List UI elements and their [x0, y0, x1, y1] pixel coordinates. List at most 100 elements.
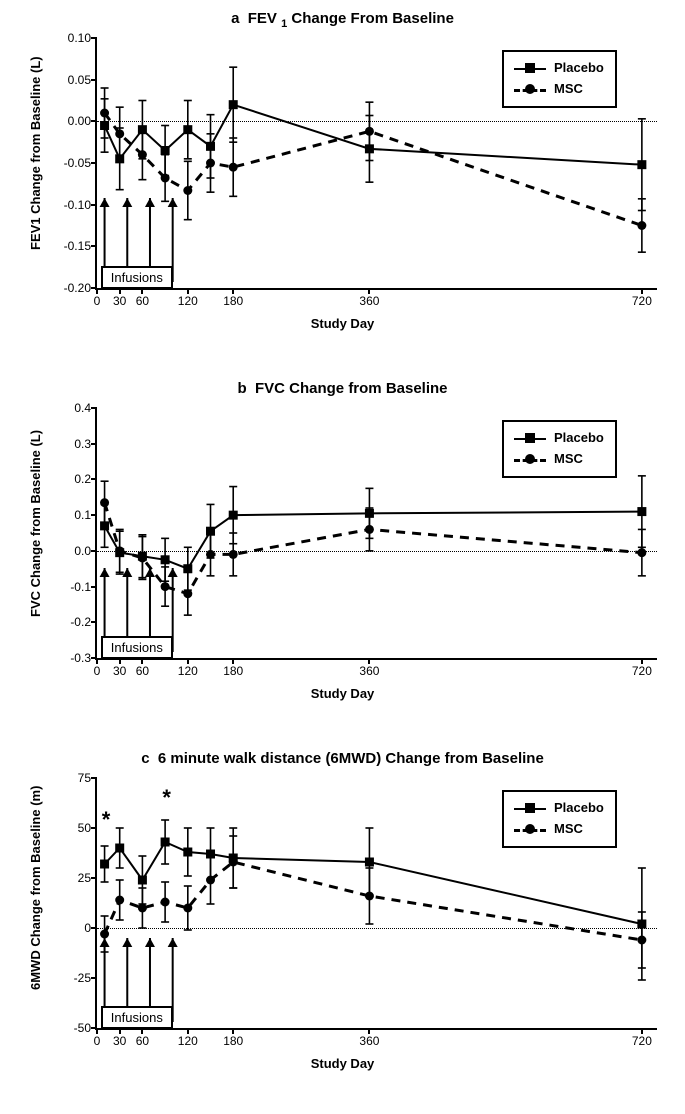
- panel-title: b FVC Change from Baseline: [0, 380, 685, 397]
- marker-circle: [161, 898, 170, 907]
- y-axis-label: 6MWD Change from Baseline (m): [28, 786, 43, 990]
- xtick-label: 30: [113, 288, 126, 308]
- infusion-arrowhead: [100, 568, 110, 577]
- xtick-label: 30: [113, 1028, 126, 1048]
- y-axis-label: FVC Change from Baseline (L): [28, 430, 43, 617]
- significance-star: *: [102, 807, 111, 833]
- marker-circle: [183, 186, 192, 195]
- y-axis-label: FEV1 Change from Baseline (L): [28, 56, 43, 250]
- infusion-arrowhead: [145, 938, 155, 947]
- ytick-label: 0.10: [68, 31, 97, 45]
- marker-circle: [637, 221, 646, 230]
- panel-title: a FEV 1 Change From Baseline: [0, 10, 685, 30]
- marker-square: [100, 521, 109, 530]
- xtick-label: 120: [178, 1028, 198, 1048]
- ytick-label: -0.20: [64, 281, 97, 295]
- plot-area: -0.3-0.2-0.10.00.10.20.30.40306012018036…: [95, 408, 657, 660]
- infusions-label-box: Infusions: [101, 266, 173, 289]
- legend-item-msc: MSC: [514, 449, 605, 470]
- xtick-label: 720: [632, 658, 652, 678]
- ytick-label: -0.10: [64, 198, 97, 212]
- infusion-arrowhead: [122, 568, 132, 577]
- ytick-label: 0.00: [68, 114, 97, 128]
- ytick-label: 0: [84, 921, 97, 935]
- panel-b: b FVC Change from Baseline -0.3-0.2-0.10.…: [0, 380, 685, 730]
- xtick-label: 360: [359, 288, 379, 308]
- legend-item-placebo: Placebo: [514, 58, 605, 79]
- marker-square: [637, 160, 646, 169]
- ytick-label: 0.4: [74, 401, 97, 415]
- series-line-placebo: [105, 105, 642, 165]
- legend-item-placebo: Placebo: [514, 428, 605, 449]
- plot-area: -50-25025507503060120180360720** Placebo…: [95, 778, 657, 1030]
- legend: Placebo MSC: [502, 420, 617, 478]
- legend-swatch-msc: [514, 82, 546, 96]
- infusion-arrowhead: [122, 938, 132, 947]
- marker-square: [365, 509, 374, 518]
- xtick-label: 180: [223, 658, 243, 678]
- ytick-label: 0.3: [74, 437, 97, 451]
- marker-circle: [229, 550, 238, 559]
- infusion-arrowhead: [122, 198, 132, 207]
- marker-square: [206, 850, 215, 859]
- x-axis-label: Study Day: [0, 1056, 685, 1071]
- series-line-msc: [105, 862, 642, 940]
- ytick-label: 0.0: [74, 544, 97, 558]
- xtick-label: 0: [94, 658, 101, 678]
- xtick-label: 60: [136, 288, 149, 308]
- infusion-arrowhead: [168, 568, 178, 577]
- legend-swatch-placebo: [514, 801, 546, 815]
- marker-circle: [100, 930, 109, 939]
- infusion-arrowhead: [168, 938, 178, 947]
- marker-square: [115, 548, 124, 557]
- ytick-label: 50: [78, 821, 97, 835]
- marker-square: [100, 860, 109, 869]
- ytick-label: -0.2: [70, 615, 97, 629]
- ytick-label: 0.1: [74, 508, 97, 522]
- xtick-label: 120: [178, 288, 198, 308]
- legend: Placebo MSC: [502, 50, 617, 108]
- xtick-label: 360: [359, 658, 379, 678]
- infusions-label: Infusions: [111, 640, 163, 655]
- marker-square: [229, 511, 238, 520]
- ytick-label: 75: [78, 771, 97, 785]
- ytick-label: 0.05: [68, 73, 97, 87]
- xtick-label: 0: [94, 1028, 101, 1048]
- legend-swatch-placebo: [514, 61, 546, 75]
- marker-square: [637, 507, 646, 516]
- marker-square: [183, 125, 192, 134]
- xtick-label: 120: [178, 658, 198, 678]
- ytick-label: -0.15: [64, 239, 97, 253]
- series-line-placebo: [105, 512, 642, 569]
- marker-square: [100, 121, 109, 130]
- legend-swatch-msc: [514, 822, 546, 836]
- legend-label: Placebo: [554, 58, 604, 79]
- marker-square: [229, 854, 238, 863]
- legend-label: MSC: [554, 449, 583, 470]
- marker-square: [115, 844, 124, 853]
- xtick-label: 360: [359, 1028, 379, 1048]
- infusions-label: Infusions: [111, 270, 163, 285]
- infusions-label-box: Infusions: [101, 636, 173, 659]
- marker-square: [183, 564, 192, 573]
- plot-area: -0.20-0.15-0.10-0.050.000.050.1003060120…: [95, 38, 657, 290]
- figure-root: a FEV 1 Change From Baseline-0.20-0.15-0…: [0, 0, 685, 1114]
- xtick-label: 30: [113, 658, 126, 678]
- marker-circle: [161, 582, 170, 591]
- marker-square: [206, 142, 215, 151]
- ytick-label: 0.2: [74, 472, 97, 486]
- marker-square: [365, 858, 374, 867]
- marker-square: [161, 555, 170, 564]
- ytick-label: 25: [78, 871, 97, 885]
- xtick-label: 720: [632, 288, 652, 308]
- xtick-label: 720: [632, 1028, 652, 1048]
- marker-square: [365, 144, 374, 153]
- marker-circle: [183, 904, 192, 913]
- legend-label: MSC: [554, 819, 583, 840]
- significance-star: *: [162, 785, 171, 811]
- marker-square: [115, 154, 124, 163]
- marker-square: [138, 125, 147, 134]
- marker-square: [637, 920, 646, 929]
- marker-square: [229, 100, 238, 109]
- infusion-arrowhead: [145, 198, 155, 207]
